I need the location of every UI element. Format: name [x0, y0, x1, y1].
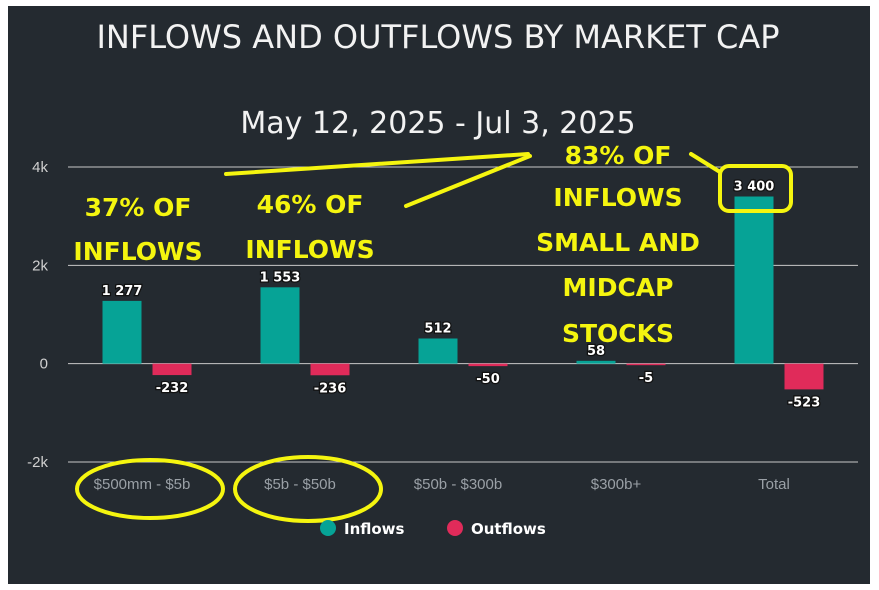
legend-inflows-marker [320, 520, 336, 536]
x-category-label-2: $50b - $300b [414, 476, 502, 493]
market-cap-flows-chart: INFLOWS AND OUTFLOWS BY MARKET CAP May 1… [27, 18, 858, 538]
inflow-label-0: 1 277 [102, 284, 143, 299]
outflow-bar-4 [784, 363, 824, 390]
inflow-label-4: 3 400 [734, 180, 775, 195]
svg-text:INFLOWS: INFLOWS [73, 237, 202, 266]
highlight-ellipse-small-cap [75, 458, 225, 520]
svg-text:46% OF: 46% OF [257, 190, 364, 219]
annotation-83: 83% OF INFLOWS SMALL AND MIDCAP STOCKS [536, 141, 700, 348]
legend-outflows-label: Outflows [471, 520, 546, 538]
svg-text:83% OF: 83% OF [565, 141, 672, 170]
bars [102, 196, 824, 390]
outflow-label-2: -50 [476, 372, 500, 387]
y-tick-label-0: 4k [32, 159, 48, 176]
y-tick-label-3: -2k [27, 454, 48, 471]
svg-text:MIDCAP: MIDCAP [563, 273, 674, 302]
svg-text:SMALL AND: SMALL AND [536, 228, 700, 257]
svg-text:STOCKS: STOCKS [562, 319, 674, 348]
outflow-bar-0 [152, 363, 192, 376]
chart-title: INFLOWS AND OUTFLOWS BY MARKET CAP [96, 18, 779, 56]
inflow-bar-1 [260, 287, 300, 364]
arrow-line-1 [224, 152, 530, 176]
outflow-bar-1 [310, 363, 350, 376]
annotation-37: 37% OF INFLOWS [73, 193, 202, 266]
outflow-label-1: -236 [314, 381, 347, 396]
data-labels: 1 277 -232 1 553 -236 512 -50 58 -5 3 400 -523 [100, 178, 821, 411]
inflow-label-1: 1 553 [260, 270, 301, 285]
chart-subtitle: May 12, 2025 - Jul 3, 2025 [240, 106, 635, 141]
chart-panel: INFLOWS AND OUTFLOWS BY MARKET CAP May 1… [8, 6, 870, 584]
y-tick-label-2: 0 [40, 356, 48, 373]
x-category-label-1: $5b - $50b [264, 476, 336, 493]
x-category-label-0: $500mm - $5b [94, 476, 191, 493]
annotation-arrows [224, 152, 722, 208]
x-category-label-3: $300b+ [591, 476, 642, 493]
highlight-ellipse-mid-cap [233, 455, 383, 523]
y-axis-ticks: 4k 2k 0 -2k [27, 159, 48, 471]
svg-text:37% OF: 37% OF [85, 193, 192, 222]
outflow-bar-3 [626, 363, 666, 366]
inflow-bar-4 [734, 196, 774, 364]
inflow-label-3: 58 [587, 344, 605, 359]
x-category-label-4: Total [758, 476, 790, 493]
legend: Inflows Outflows [320, 520, 546, 538]
highlight-box-total [718, 164, 793, 213]
arrow-line-2 [404, 154, 532, 208]
inflow-bar-3 [576, 360, 616, 364]
outflow-label-3: -5 [639, 371, 653, 386]
annotation-46: 46% OF INFLOWS [245, 190, 374, 264]
legend-outflows-marker [447, 520, 463, 536]
outflow-label-0: -232 [156, 381, 189, 396]
inflow-bar-0 [102, 300, 142, 364]
arrow-line-3 [689, 152, 722, 174]
inflow-label-2: 512 [424, 321, 451, 336]
x-axis-categories: $500mm - $5b $5b - $50b $50b - $300b $300b+… [94, 476, 790, 493]
svg-text:INFLOWS: INFLOWS [245, 235, 374, 264]
svg-text:INFLOWS: INFLOWS [553, 183, 682, 212]
legend-inflows-label: Inflows [344, 520, 405, 538]
highlight-shapes [75, 164, 793, 523]
outflow-label-4: -523 [788, 395, 821, 410]
inflow-bar-2 [418, 338, 458, 364]
y-tick-label-1: 2k [32, 257, 48, 274]
outflow-bar-2 [468, 363, 508, 367]
